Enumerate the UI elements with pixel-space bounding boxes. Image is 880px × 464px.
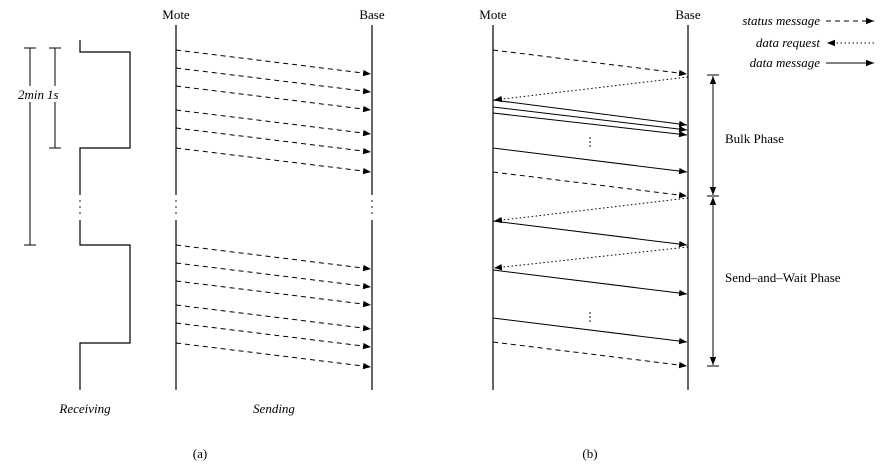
legend: status message data request data message — [742, 13, 874, 70]
interval-label: 2min — [18, 87, 44, 102]
mote-label: Mote — [162, 7, 190, 22]
status-arrows — [175, 49, 372, 370]
panel-label: (a) — [193, 446, 207, 461]
interval-label: 1s — [47, 87, 59, 102]
panel-b: Mote Base Bulk Phase Send–and–Wait Phase… — [479, 7, 841, 461]
ellipsis-dots — [589, 137, 591, 322]
messages — [492, 49, 689, 369]
receive-wave — [79, 40, 131, 195]
gap-dots — [79, 200, 373, 214]
base-label: Base — [359, 7, 385, 22]
phase-brackets — [707, 74, 719, 367]
panel-label: (b) — [582, 446, 597, 461]
phase-label: Send–and–Wait Phase — [725, 270, 841, 285]
caption: Sending — [253, 401, 295, 416]
panel-a: 2min 1s Mote Base Receiving Sending (a) — [18, 7, 385, 461]
base-label: Base — [675, 7, 701, 22]
legend-label: status message — [742, 13, 820, 28]
phase-label: Bulk Phase — [725, 131, 784, 146]
caption: Receiving — [58, 401, 111, 416]
interval-dims — [24, 47, 61, 246]
legend-label: data message — [750, 55, 821, 70]
legend-label: data request — [756, 35, 821, 50]
mote-label: Mote — [479, 7, 507, 22]
receive-wave — [79, 220, 131, 390]
